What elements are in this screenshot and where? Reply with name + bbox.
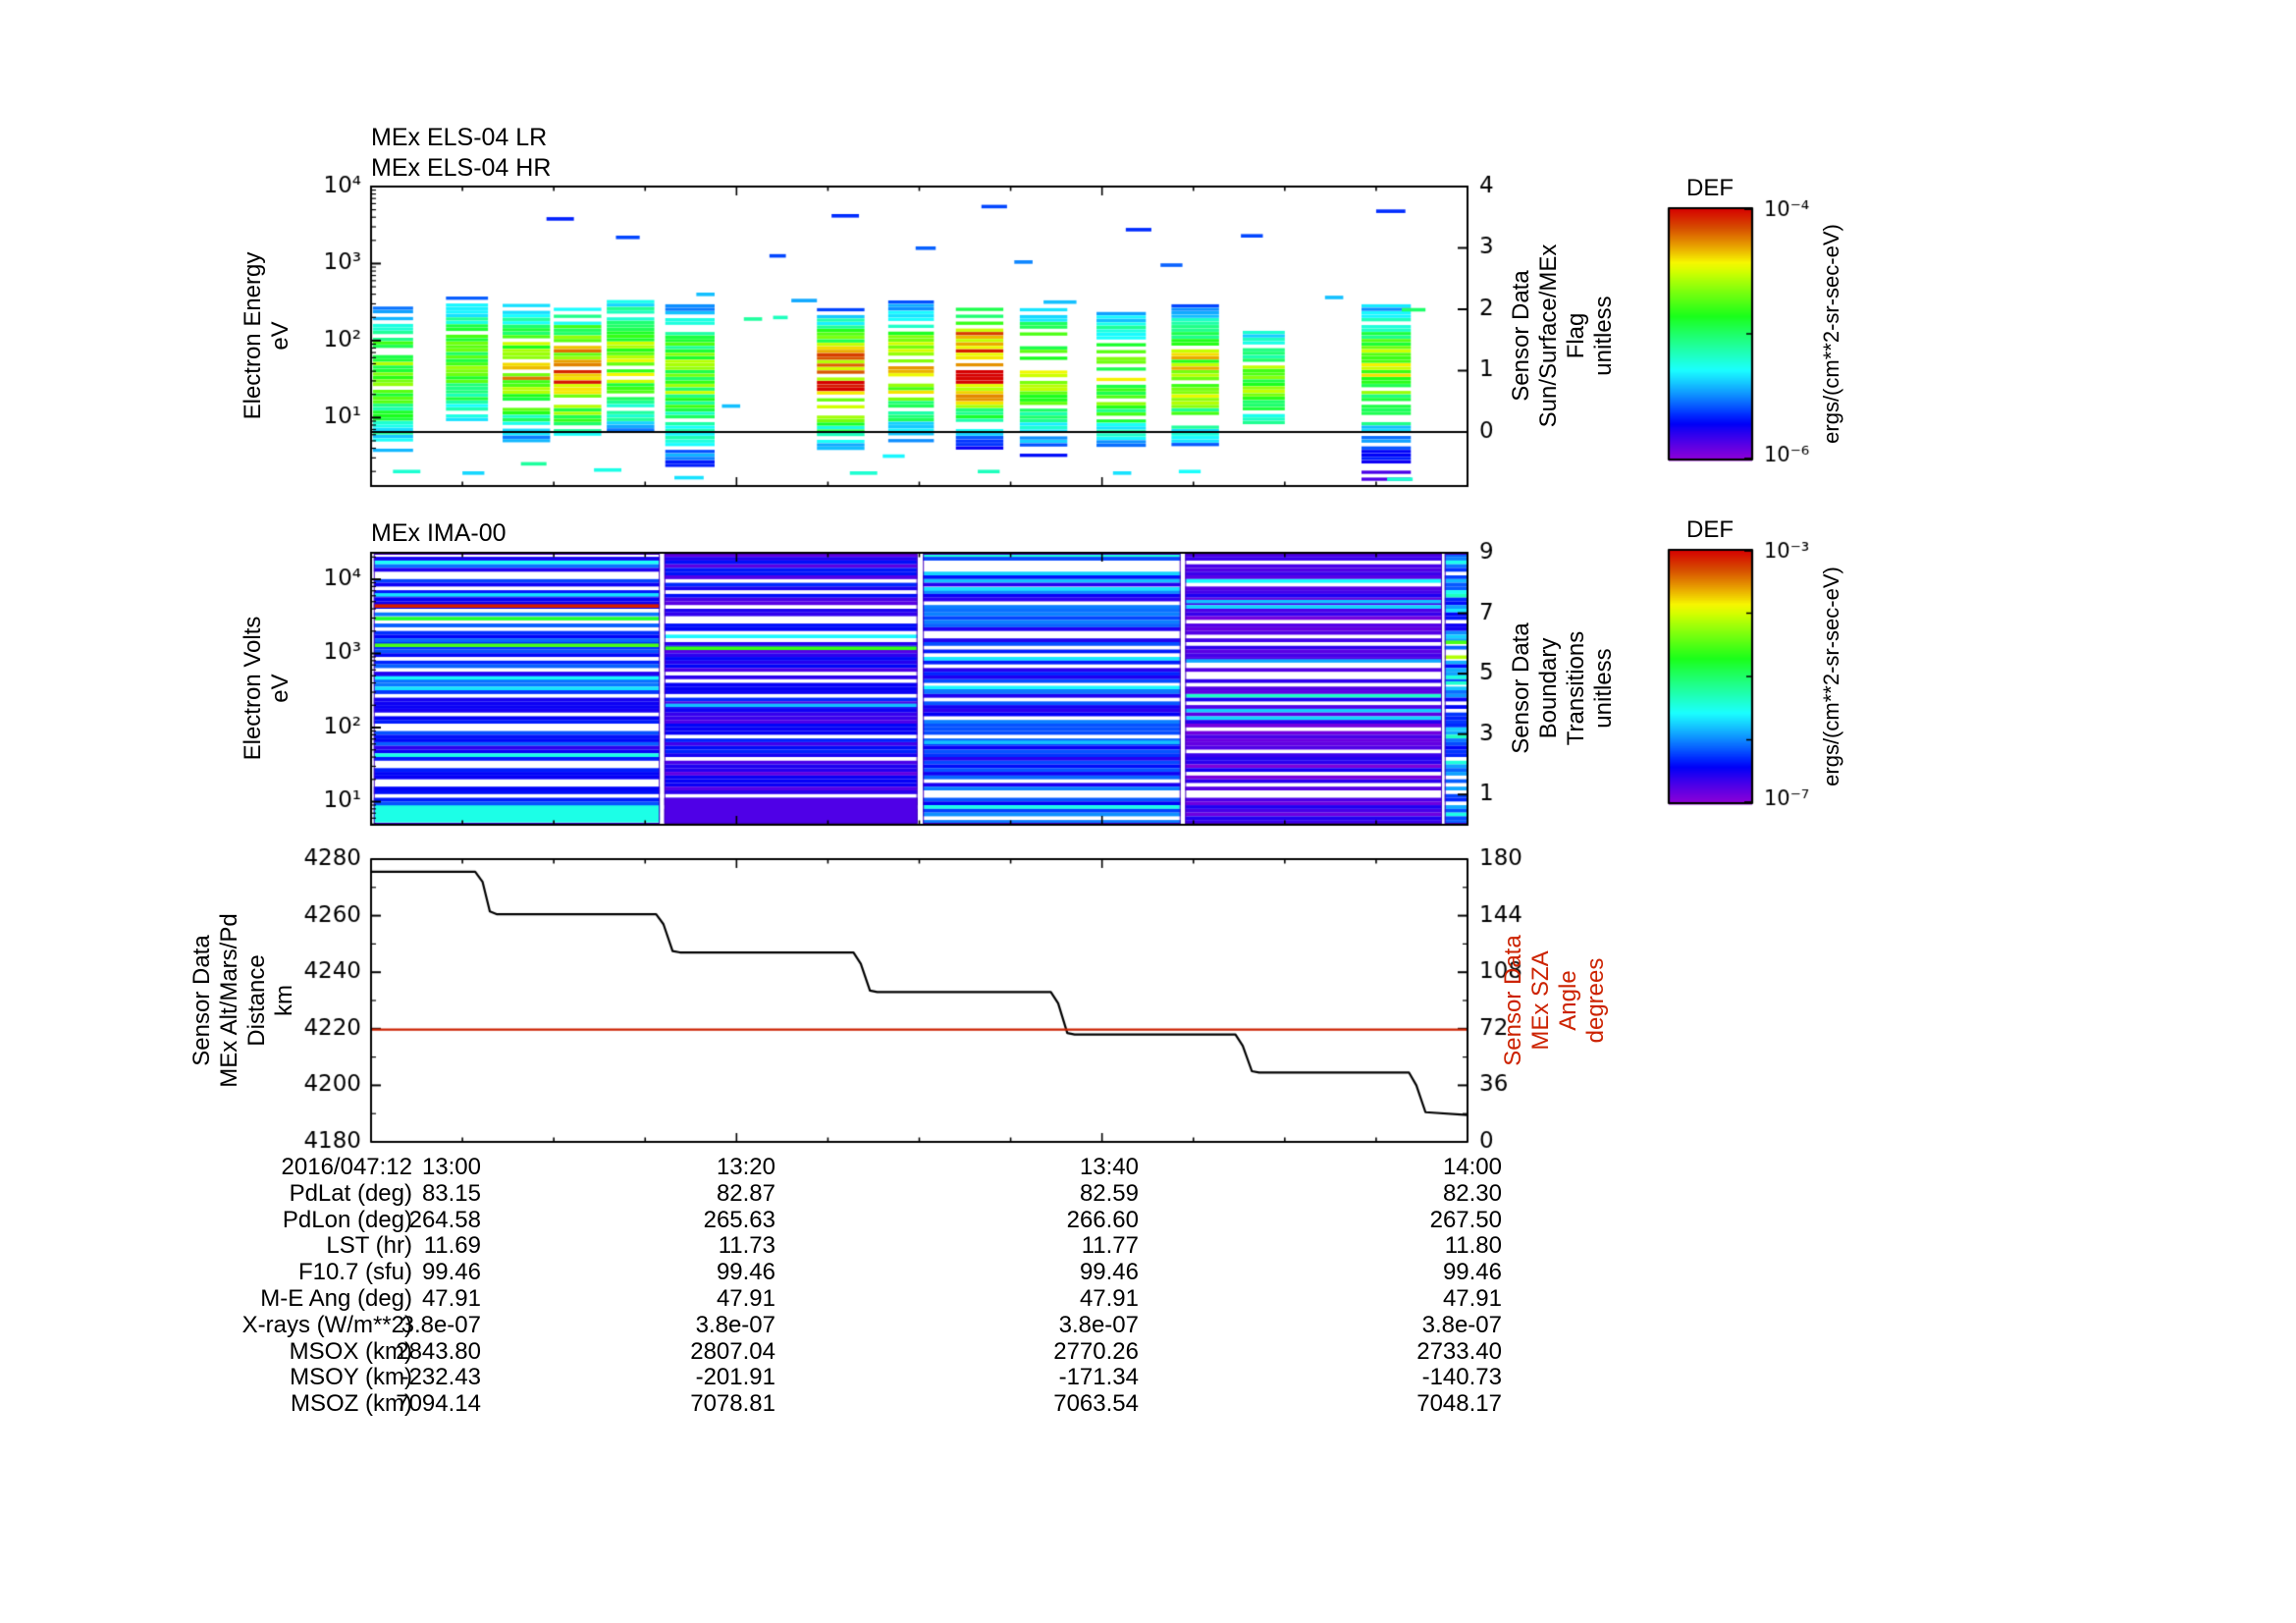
table-cell: 2807.04 xyxy=(690,1337,775,1365)
table-cell: 2733.40 xyxy=(1416,1337,1502,1365)
table-cell: 3.8e-07 xyxy=(400,1311,481,1338)
table-cell: -171.34 xyxy=(1058,1364,1139,1391)
table-cell: 47.91 xyxy=(716,1285,775,1312)
altitude-y-axis-label: Sensor Data MEx Alt/Mars/Pd Distance km xyxy=(188,913,297,1088)
table-row-label: X-rays (W/m**2) xyxy=(241,1311,412,1338)
table-cell: 14:00 xyxy=(1442,1154,1502,1180)
table-row-label: MSOZ (km) xyxy=(291,1390,412,1418)
colorbar1-def-label: DEF xyxy=(1686,175,1734,201)
table-row-label: PdLon (deg) xyxy=(282,1206,412,1233)
table-cell: 82.59 xyxy=(1079,1179,1139,1207)
table-cell: 13:20 xyxy=(716,1154,775,1180)
table-cell: 47.91 xyxy=(1079,1285,1139,1312)
ima-title: MEx IMA-00 xyxy=(371,519,507,547)
els-title-hr: MEx ELS-04 HR xyxy=(371,154,552,182)
table-cell: 99.46 xyxy=(1442,1259,1502,1286)
table-cell: 82.87 xyxy=(716,1179,775,1207)
table-cell: 2843.80 xyxy=(396,1337,481,1365)
table-cell: -140.73 xyxy=(1421,1364,1502,1391)
table-row-label: LST (hr) xyxy=(326,1232,412,1260)
table-cell: 267.50 xyxy=(1429,1206,1502,1233)
table-cell: 47.91 xyxy=(421,1285,481,1312)
table-cell: 99.46 xyxy=(716,1259,775,1286)
table-cell: 11.77 xyxy=(1081,1232,1139,1260)
table-cell: 99.46 xyxy=(421,1259,481,1286)
ima-y-axis-label: Electron Volts eV xyxy=(240,616,294,761)
table-cell: 11.69 xyxy=(423,1232,481,1260)
table-cell: 3.8e-07 xyxy=(1058,1311,1139,1338)
table-cell: 13:40 xyxy=(1079,1154,1139,1180)
table-cell: -201.91 xyxy=(695,1364,775,1391)
table-row-label: 2016/047:12 xyxy=(281,1154,412,1180)
els-y-axis-label: Electron Energy eV xyxy=(240,251,294,420)
els-right-axis-label: Sensor Data Sun/Surface/MEx Flag unitles… xyxy=(1508,243,1617,428)
table-cell: -232.43 xyxy=(400,1364,481,1391)
table-cell: 82.30 xyxy=(1442,1179,1502,1207)
colorbar1-units-label: ergs/(cm**2-sr-sec-eV) xyxy=(1819,224,1843,444)
table-cell: 7094.14 xyxy=(396,1390,481,1418)
table-cell: 3.8e-07 xyxy=(695,1311,775,1338)
table-cell: 11.80 xyxy=(1444,1232,1502,1260)
table-row-label: M-E Ang (deg) xyxy=(260,1285,412,1312)
table-cell: 7063.54 xyxy=(1053,1390,1139,1418)
table-cell: 13:00 xyxy=(421,1154,481,1180)
table-row-label: PdLat (deg) xyxy=(289,1179,412,1207)
table-cell: 264.58 xyxy=(408,1206,481,1233)
table-cell: 7048.17 xyxy=(1416,1390,1502,1418)
ima-right-axis-label: Sensor Data Boundary Transitions unitles… xyxy=(1508,622,1617,754)
table-cell: 99.46 xyxy=(1079,1259,1139,1286)
table-cell: 83.15 xyxy=(421,1179,481,1207)
colorbar2-def-label: DEF xyxy=(1686,516,1734,543)
sza-axis-label: Sensor Data MEx SZA Angle degrees xyxy=(1500,935,1609,1066)
table-cell: 266.60 xyxy=(1066,1206,1139,1233)
table-cell: 47.91 xyxy=(1442,1285,1502,1312)
table-cell: 265.63 xyxy=(703,1206,775,1233)
table-row-label: MSOX (km) xyxy=(289,1337,412,1365)
table-cell: 3.8e-07 xyxy=(1421,1311,1502,1338)
table-row-label: F10.7 (sfu) xyxy=(297,1259,412,1286)
table-cell: 2770.26 xyxy=(1053,1337,1139,1365)
colorbar2-units-label: ergs/(cm**2-sr-sec-eV) xyxy=(1819,567,1843,786)
table-row-label: MSOY (km) xyxy=(290,1364,412,1391)
table-cell: 7078.81 xyxy=(690,1390,775,1418)
els-title-lr: MEx ELS-04 LR xyxy=(371,124,548,151)
table-cell: 11.73 xyxy=(718,1232,775,1260)
